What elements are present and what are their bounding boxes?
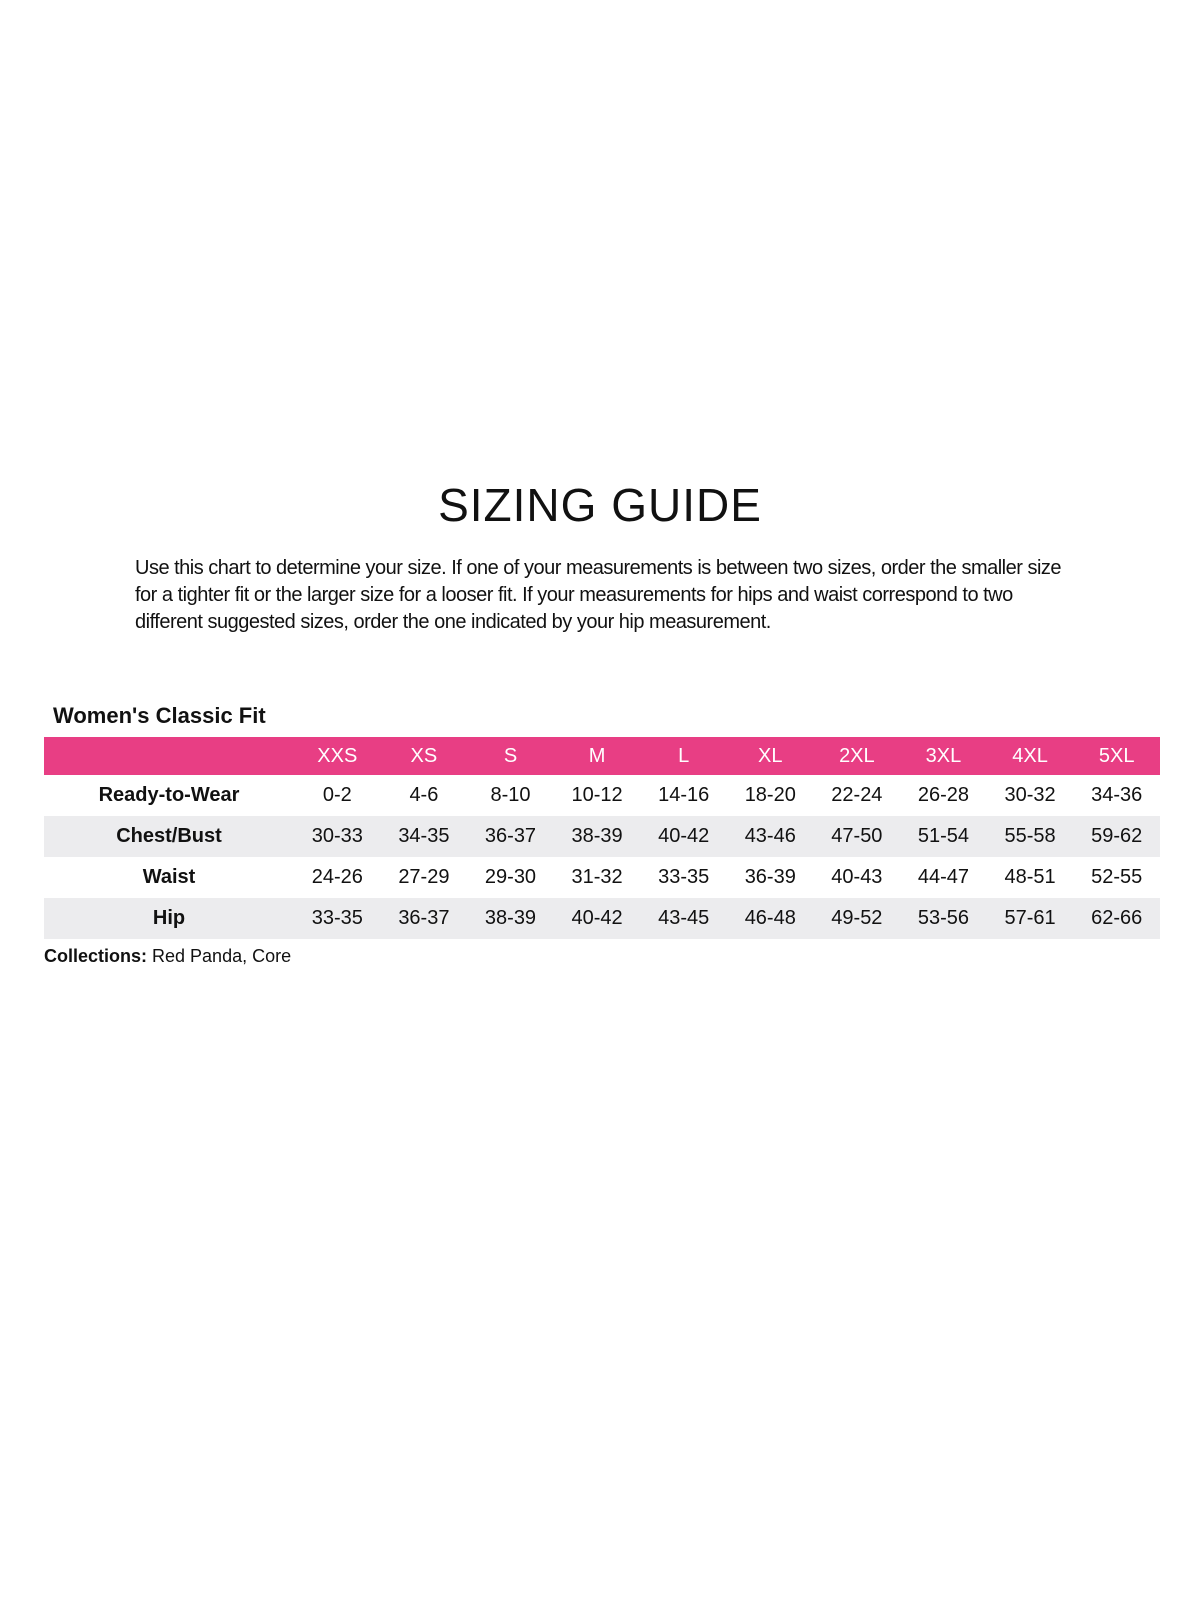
size-header-5xl: 5XL — [1098, 744, 1135, 767]
intro-text: Use this chart to determine your size. I… — [135, 557, 1062, 633]
table-row: Chest/Bust 30-33 34-35 36-37 38-39 40-42 43-46… — [44, 816, 1160, 857]
table-cell: 18-20 — [744, 784, 796, 806]
size-header-s: S — [503, 744, 518, 767]
size-header-4xl: 4XL — [1012, 744, 1048, 767]
table-cell: 30-33 — [311, 825, 363, 847]
table-cell: 4-6 — [409, 784, 439, 806]
table-row: Hip 33-35 36-37 38-39 40-42 43-45 46-48 49-52 53… — [44, 898, 1160, 939]
table-cell: 27-29 — [398, 866, 450, 888]
table-cell: 48-51 — [1004, 866, 1056, 888]
size-header-xl: XL — [758, 744, 783, 767]
table-cell: 30-32 — [1004, 784, 1056, 806]
size-header-2xl: 2XL — [839, 744, 875, 767]
table-cell: 51-54 — [917, 825, 970, 847]
table-cell: 33-35 — [658, 866, 710, 888]
header-blank — [44, 737, 294, 775]
table-cell: 44-47 — [917, 866, 970, 888]
size-header-3xl: 3XL — [925, 744, 962, 767]
table-cell: 0-2 — [322, 784, 352, 806]
page-title: SIZING GUIDE — [438, 479, 762, 531]
table-cell: 53-56 — [917, 907, 970, 929]
collections-note: Collections: Red Panda, Core — [44, 946, 291, 967]
table-cell: 10-12 — [571, 784, 623, 806]
table-cell: 8-10 — [490, 784, 531, 806]
table-cell: 38-39 — [571, 825, 623, 847]
size-table: XXS XS S M L XL 2XL 3XL 4XL 5XL Ready-to-Wear 0-2 4… — [44, 737, 1160, 939]
row-label: Ready-to-Wear — [98, 784, 240, 806]
table-cell: 34-36 — [1091, 784, 1143, 806]
table-cell: 62-66 — [1091, 907, 1143, 929]
size-header-m: M — [588, 744, 606, 767]
table-cell: 47-50 — [831, 825, 883, 847]
table-cell: 36-37 — [484, 825, 537, 847]
table-cell: 43-45 — [658, 907, 710, 929]
table-cell: 55-58 — [1004, 825, 1056, 847]
table-cell: 43-46 — [744, 825, 796, 847]
table-row: Waist 24-26 27-29 29-30 31-32 33-35 36-39 40-43… — [44, 857, 1160, 898]
table-cell: 57-61 — [1004, 907, 1056, 929]
table-cell: 33-35 — [311, 907, 363, 929]
size-header-xxs: XXS — [317, 744, 358, 767]
size-header-row: XXS XS S M L XL 2XL 3XL 4XL 5XL — [44, 737, 1160, 775]
table-cell: 52-55 — [1091, 866, 1143, 888]
collections-label: Collections: — [44, 946, 148, 966]
table-cell: 31-32 — [571, 866, 623, 888]
table-title: Women's Classic Fit — [53, 703, 266, 728]
table-cell: 46-48 — [744, 907, 796, 929]
row-label: Chest/Bust — [116, 825, 222, 847]
table-cell: 59-62 — [1091, 825, 1143, 847]
size-header-xs: XS — [410, 744, 438, 767]
collections-value: Red Panda, Core — [147, 946, 292, 966]
table-cell: 36-39 — [744, 866, 796, 888]
table-cell: 49-52 — [831, 907, 883, 929]
row-label: Waist — [142, 866, 196, 888]
table-row: Ready-to-Wear 0-2 4-6 8-10 10-12 14-16 18-20 22… — [44, 775, 1160, 816]
table-cell: 38-39 — [484, 907, 537, 929]
table-cell: 34-35 — [398, 825, 450, 847]
table-cell: 40-42 — [571, 907, 623, 929]
table-cell: 22-24 — [831, 784, 883, 806]
table-cell: 29-30 — [484, 866, 537, 888]
size-header-l: L — [678, 744, 690, 767]
table-cell: 26-28 — [917, 784, 970, 806]
table-cell: 24-26 — [311, 866, 363, 888]
row-label: Hip — [152, 907, 186, 929]
table-cell: 40-42 — [658, 825, 710, 847]
table-cell: 40-43 — [831, 866, 883, 888]
table-cell: 14-16 — [658, 784, 710, 806]
table-cell: 36-37 — [398, 907, 450, 929]
